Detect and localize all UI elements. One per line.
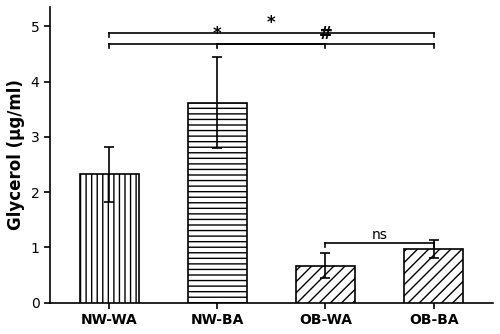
Text: *: * [267, 14, 276, 32]
Bar [80, 174, 139, 303]
Y-axis label: Glycerol (μg/ml): Glycerol (μg/ml) [7, 79, 25, 230]
Text: *: * [213, 25, 222, 43]
Bar [296, 266, 355, 303]
Text: ns: ns [372, 228, 388, 242]
Bar [404, 249, 464, 303]
Text: #: # [318, 25, 332, 43]
Bar [188, 103, 247, 303]
